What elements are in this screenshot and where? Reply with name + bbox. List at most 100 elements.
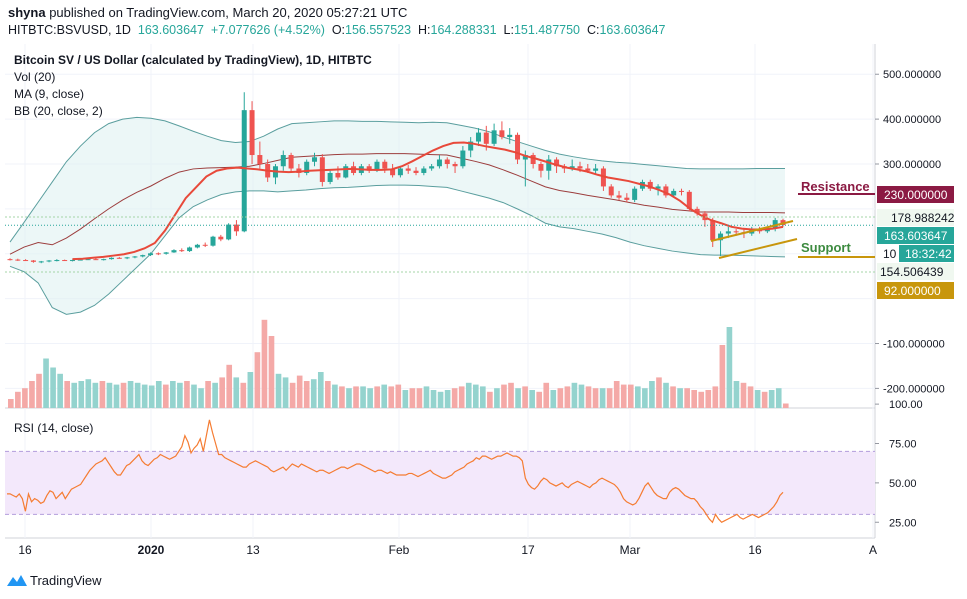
bb-lower (9, 184, 786, 315)
chart-title: Bitcoin SV / US Dollar (calculated by Tr… (14, 53, 372, 67)
candle-body (538, 164, 544, 171)
candle-body (593, 168, 599, 171)
volume-bar (458, 386, 465, 408)
volume-bar (388, 386, 395, 408)
time-tick-label: 13 (246, 543, 260, 557)
volume-bar (134, 382, 141, 408)
volume-bar (240, 382, 247, 408)
volume-bar (99, 381, 106, 408)
volume-bar (402, 390, 409, 408)
volume-bar (487, 391, 493, 408)
candle-body (249, 110, 255, 156)
ma-line (72, 141, 784, 261)
volume-bar (317, 372, 324, 408)
resistance-tag-bg (877, 186, 954, 203)
volume-bar (606, 388, 613, 408)
close-value: 163.603647 (599, 23, 666, 37)
candle-body (577, 166, 583, 169)
volume-bar (78, 381, 85, 408)
volume-bar (106, 382, 113, 408)
volume-bar (571, 382, 578, 408)
volume-bar (465, 382, 472, 408)
chart-canvas[interactable]: -200.000000 -100.000000 300.000000 400.0000… (0, 0, 967, 568)
candle-body (140, 255, 146, 257)
volume-bar (775, 388, 782, 408)
volume-bar (691, 390, 698, 408)
volume-bar (395, 384, 402, 408)
open-label: O: (331, 23, 346, 37)
volume-bar (444, 390, 451, 408)
bollinger-bands (9, 116, 786, 315)
volume-bar (155, 381, 162, 408)
candle-body (655, 186, 661, 189)
volume-bar (36, 373, 42, 408)
volume-bar (536, 391, 543, 408)
publisher-name[interactable]: shyna (8, 5, 46, 20)
volume-bar (198, 388, 204, 408)
brand-name[interactable]: TradingView (30, 573, 102, 588)
candle-body (515, 134, 521, 160)
candle-body (475, 132, 481, 142)
candle-body (647, 181, 653, 189)
bb-upper (9, 116, 785, 243)
last-price-text: 163.603647 (137, 23, 204, 37)
candle-body (38, 261, 44, 263)
candle-body (202, 244, 208, 246)
support-label: Support (801, 240, 851, 255)
volume-bar (205, 381, 211, 408)
candle-body (46, 260, 52, 262)
low-value: 151.487750 (513, 23, 581, 37)
candle-body (483, 132, 489, 144)
candle-body (710, 220, 716, 241)
volume-bar (508, 382, 514, 408)
volume-bar (501, 384, 507, 408)
candle-body (132, 256, 138, 258)
candle-body (460, 150, 466, 167)
candle-body (772, 220, 778, 229)
support-tag-bg (877, 282, 954, 299)
volume-bar (212, 382, 218, 408)
volume-bar (733, 381, 740, 408)
volume-bar (627, 384, 634, 408)
volume-bar (754, 390, 761, 408)
candle-body (405, 168, 411, 171)
volume-bar (64, 381, 70, 408)
candles[interactable] (7, 92, 786, 264)
volume-bar (480, 386, 486, 408)
price-tick-label: -200.000000 (883, 383, 945, 395)
volume-bar (71, 382, 78, 408)
volume-bar (22, 388, 28, 408)
legend-rsi[interactable]: RSI (14, close) (14, 421, 93, 435)
volume-bar (8, 399, 14, 408)
legend-bb[interactable]: BB (20, close, 2) (14, 104, 103, 118)
upper-tag-bg (877, 209, 954, 226)
change-text: +7.077626 (+4.52%) (210, 23, 325, 37)
last-price-tag: 163.603647 (884, 229, 948, 243)
open-value: 156.557523 (345, 23, 412, 37)
candle-body (546, 159, 552, 171)
time-tick-label: 17 (521, 543, 535, 557)
volume-bar (578, 384, 585, 408)
legend-ma[interactable]: MA (9, close) (14, 87, 84, 101)
volume-bar (303, 381, 310, 408)
candle-body (241, 110, 247, 232)
volume-bar (663, 382, 669, 408)
rsi-series (7, 419, 784, 524)
price-tick-label: 300.000000 (883, 159, 941, 171)
candle-body (616, 195, 622, 198)
candle-body (507, 134, 513, 138)
volume-bar (275, 373, 282, 408)
legend-vol[interactable]: Vol (20) (14, 70, 55, 84)
candle-body (725, 231, 731, 234)
price-tick-label: -100.000000 (883, 339, 945, 351)
volume-bar (677, 388, 683, 408)
tradingview-logo-icon[interactable] (6, 572, 28, 588)
candle-body (733, 231, 739, 233)
volume-bar (698, 391, 705, 408)
volume-bar (29, 381, 35, 408)
volume-bar (346, 388, 352, 408)
resistance-tag: 230.000000 (884, 188, 948, 202)
volume-bar (127, 381, 134, 408)
candle-body (413, 170, 419, 173)
volume-bar (296, 375, 303, 408)
